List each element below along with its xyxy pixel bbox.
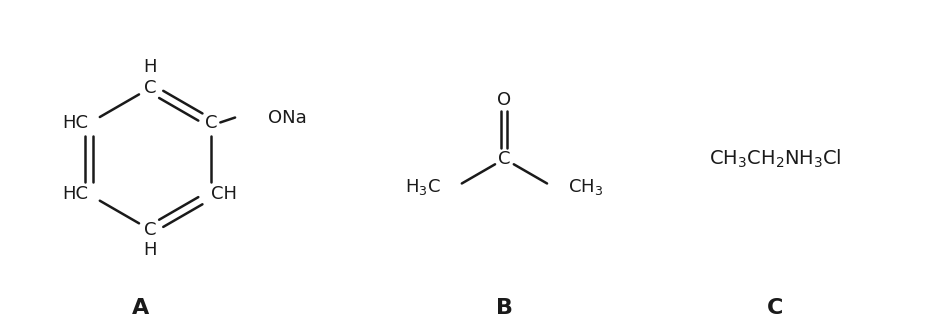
Text: H$_3$C: H$_3$C [405, 177, 441, 197]
Text: HC: HC [63, 185, 89, 203]
Text: B: B [495, 298, 512, 318]
Text: CH$_3$: CH$_3$ [567, 177, 602, 197]
Text: C: C [766, 298, 782, 318]
Text: H: H [143, 58, 156, 76]
Text: C: C [144, 79, 156, 97]
Text: CH: CH [212, 185, 237, 203]
Text: C: C [144, 221, 156, 239]
Text: HC: HC [63, 114, 89, 132]
Text: O: O [497, 91, 511, 109]
Text: H: H [143, 242, 156, 260]
Text: C: C [205, 114, 217, 132]
Text: ONa: ONa [268, 109, 306, 127]
Text: A: A [131, 298, 149, 318]
Text: CH$_3$CH$_2$NH$_3$Cl: CH$_3$CH$_2$NH$_3$Cl [708, 148, 841, 170]
Text: C: C [498, 150, 510, 168]
